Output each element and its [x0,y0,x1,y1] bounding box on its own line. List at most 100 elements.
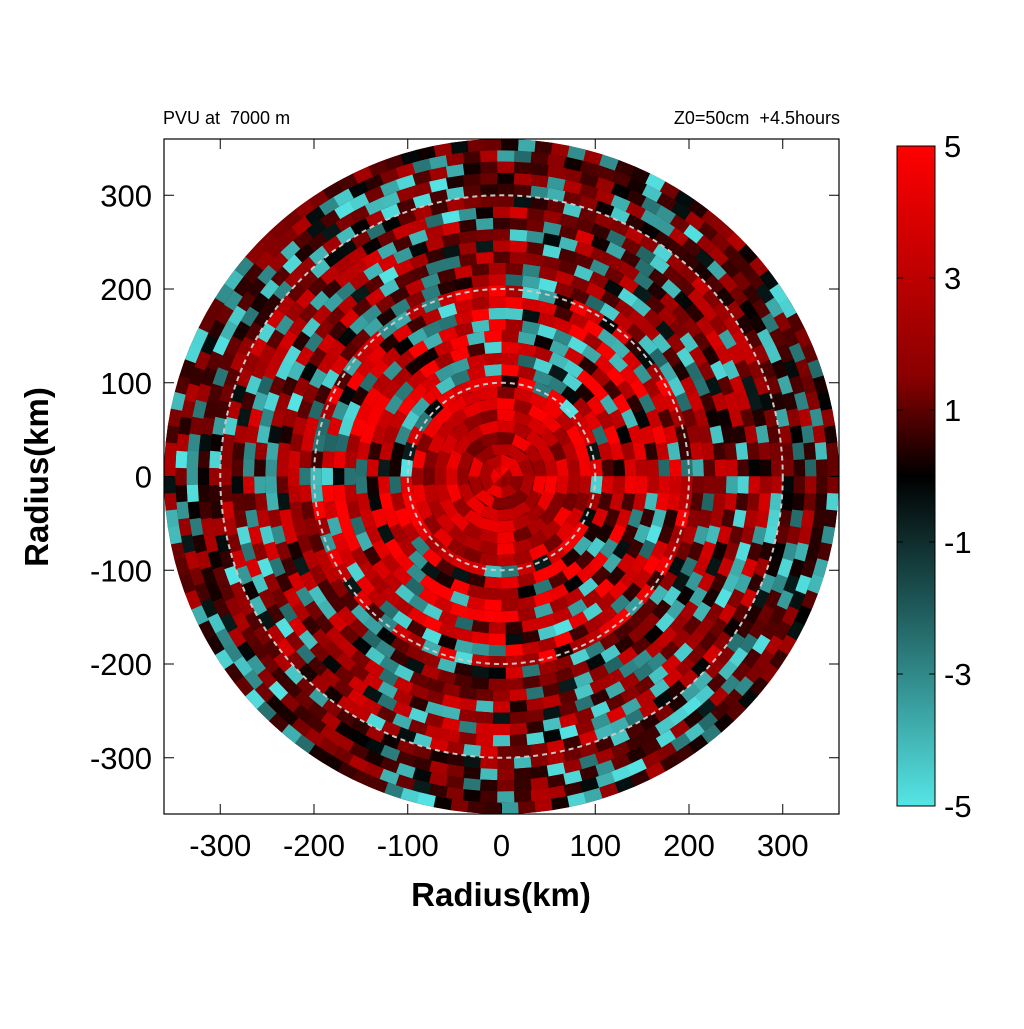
heatmap-cell [424,236,445,252]
heatmap-cell [479,476,494,493]
heatmap-cell [390,492,406,512]
heatmap-cell [441,210,461,225]
heatmap-cell [632,441,647,461]
heatmap-cell [356,441,371,461]
heatmap-cell [501,476,513,485]
heatmap-cell [288,616,308,638]
heatmap-cell [706,260,727,281]
heatmap-cell [348,180,369,199]
heatmap-cell [496,195,515,207]
heatmap-cell [747,572,765,593]
heatmap-cell [555,457,569,477]
heatmap-cell [348,675,369,695]
heatmap-cell [568,311,589,329]
heatmap-cell [200,367,217,387]
heatmap-cell [479,150,498,163]
heatmap-cell [461,401,483,419]
heatmap-cell [292,376,310,397]
heatmap-cell [610,594,631,615]
heatmap-cell [458,697,478,712]
heatmap-cell [350,230,372,249]
heatmap-cell [539,505,560,526]
heatmap-cell [732,424,747,444]
heatmap-cell [167,408,182,428]
heatmap-cell [542,399,564,420]
heatmap-cell [731,602,751,624]
heatmap-cell [614,776,635,793]
heatmap-cell [549,491,567,512]
heatmap-cell [445,163,465,178]
heatmap-cell [275,360,293,381]
heatmap-cell [708,617,728,638]
heatmap-cell [583,787,603,804]
heatmap-cell [462,412,483,431]
heatmap-cell [513,756,532,769]
heatmap-cell [682,615,702,636]
heatmap-cell [479,505,499,522]
heatmap-cell [267,509,282,529]
heatmap-cell [392,610,413,630]
heatmap-cell [308,400,325,421]
heatmap-cell [253,625,273,646]
heatmap-cell [369,358,389,379]
y-tick-label: 0 [135,460,152,495]
heatmap-cell [197,450,211,469]
heatmap-cell [378,333,399,354]
heatmap-cell [488,656,507,668]
heatmap-cell [470,308,490,322]
heatmap-cell [723,391,740,412]
heatmap-cell [759,476,772,494]
heatmap-cell [284,664,305,686]
heatmap-cell [392,247,413,265]
heatmap-cell [759,269,779,291]
heatmap-cell [275,541,292,562]
heatmap-cell [521,263,541,278]
heatmap-cell [433,796,453,811]
heatmap-cell [350,649,371,669]
heatmap-cell [333,200,355,220]
heatmap-cell [382,360,403,381]
heatmap-cell [634,675,656,695]
heatmap-cell [326,592,346,614]
heatmap-cell [517,139,536,152]
heatmap-cell [646,458,659,477]
heatmap-cell [537,312,557,328]
heatmap-cell [450,369,471,387]
heatmap-cell [377,476,391,495]
heatmap-cell [466,596,486,611]
heatmap-cell [233,424,248,444]
heatmap-cell [651,424,667,445]
heatmap-cell [611,170,632,188]
heatmap-cell [748,618,767,640]
heatmap-cell [344,467,356,486]
heatmap-cell [334,500,350,520]
heatmap-cell [568,323,589,342]
heatmap-cell [422,417,442,439]
heatmap-cell [685,629,705,651]
heatmap-cell [812,558,829,578]
heatmap-cell [471,676,490,690]
heatmap-cell [412,767,432,784]
heatmap-cell [573,671,594,689]
heatmap-cell [691,656,711,677]
heatmap-cell [450,566,471,584]
heatmap-cell [304,727,326,748]
heatmap-cell [590,688,611,706]
heatmap-cell [286,392,304,413]
heatmap-cell [613,621,634,641]
heatmap-cell [321,369,340,390]
heatmap-cell [270,266,291,287]
heatmap-cell [618,659,640,679]
heatmap-cell [809,525,824,545]
heatmap-cell [470,297,490,311]
heatmap-cell [236,408,252,428]
heatmap-cell [384,538,404,559]
heatmap-cell [509,476,524,493]
heatmap-cell [767,509,781,528]
heatmap-cell [342,355,362,377]
heatmap-cell [590,234,611,252]
heatmap-cell [530,151,549,165]
heatmap-cell [337,761,359,780]
heatmap-cell [466,607,486,622]
